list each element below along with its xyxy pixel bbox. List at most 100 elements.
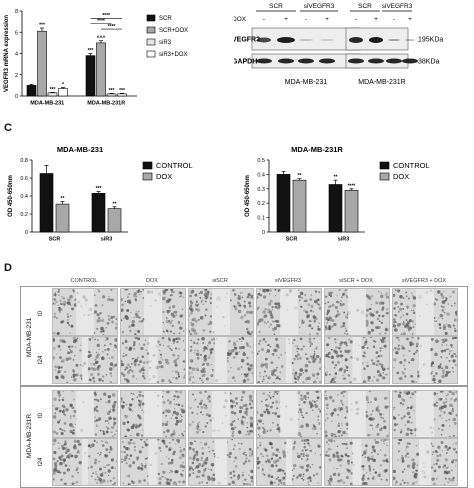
cell-dot (240, 398, 243, 402)
cell-dot (158, 477, 162, 481)
cell-dot (160, 450, 162, 452)
cell-dot (68, 348, 71, 351)
cell-dot (137, 329, 140, 332)
cell-dot (336, 360, 340, 364)
cell-dot (108, 417, 112, 421)
cell-dot (261, 348, 264, 351)
cell-dot (302, 479, 305, 481)
cell-dot (103, 466, 105, 468)
cell-dot (105, 430, 109, 434)
cell-dot (167, 409, 171, 414)
cell-dot (61, 410, 65, 414)
significance-label: *** (119, 88, 125, 94)
cell-dot (178, 456, 182, 460)
cell-dot (345, 329, 348, 332)
time-label: t24 (38, 355, 44, 364)
cell-dot (332, 472, 337, 477)
cell-dot (100, 398, 102, 401)
cell-dot (282, 454, 287, 458)
cell-dot (447, 470, 451, 474)
cell-dot (454, 442, 457, 445)
cell-dot (167, 461, 171, 465)
cell-dot (173, 311, 175, 313)
cell-dot (274, 337, 279, 341)
cell-dot (68, 465, 71, 468)
cell-dot (402, 398, 406, 402)
cell-dot (393, 367, 395, 369)
cell-dot (63, 444, 66, 447)
wb-size-label: 195KDa (418, 37, 443, 44)
cell-dot (398, 377, 401, 380)
time-label: t0 (38, 412, 44, 418)
cell-dot (394, 301, 398, 305)
cell-dot (96, 319, 100, 323)
cell-dot (310, 342, 314, 346)
cell-dot (440, 292, 444, 296)
cell-dot (329, 439, 333, 443)
cell-dot (179, 446, 181, 449)
cell-dot (140, 439, 143, 441)
cell-dot (158, 481, 162, 485)
cell-dot (386, 308, 389, 311)
cell-dot (325, 450, 328, 454)
cell-dot (197, 423, 199, 425)
cell-dot (361, 345, 365, 349)
cell-dot (345, 475, 349, 480)
cell-dot (284, 351, 287, 354)
cell-dot (71, 391, 74, 393)
cell-dot (241, 395, 244, 399)
cell-dot (300, 411, 303, 414)
cell-dot (115, 323, 117, 325)
cell-dot (181, 409, 185, 414)
cell-dot (178, 347, 180, 350)
cell-dot (66, 468, 70, 472)
cell-dot (175, 416, 179, 420)
cell-dot (103, 344, 106, 347)
cell-dot (134, 425, 138, 429)
cell-dot (365, 471, 368, 474)
cell-dot (115, 430, 117, 432)
cell-dot (305, 357, 309, 361)
cell-dot (262, 363, 265, 367)
wb-row-label: VEGFR3 (234, 37, 260, 44)
cell-dot (445, 466, 448, 470)
cell-dot (190, 349, 193, 352)
cell-dot (314, 290, 318, 293)
cell-dot (325, 434, 328, 437)
cell-dot (335, 451, 339, 455)
cell-dot (328, 458, 332, 462)
cell-dot (386, 397, 389, 399)
cell-dot (248, 364, 251, 367)
cell-dot (271, 372, 275, 376)
cell-dot (182, 296, 185, 298)
cell-dot (53, 298, 56, 301)
cell-dot (405, 432, 409, 436)
cell-dot (416, 349, 419, 352)
cell-dot (313, 320, 316, 323)
cell-dot (63, 471, 66, 475)
cell-dot (158, 349, 161, 352)
cell-dot (115, 318, 117, 321)
cell-dot (183, 368, 185, 371)
cell-dot (162, 310, 165, 314)
cell-dot (63, 442, 67, 446)
cell-dot (208, 395, 211, 398)
cell-dot (202, 367, 206, 371)
cell-dot (70, 431, 73, 434)
legend-label: DOX (156, 172, 172, 181)
cell-dot (200, 301, 203, 303)
bar (85, 55, 96, 97)
cell-dot (264, 411, 267, 414)
cell-dot (261, 380, 264, 383)
cell-dot (204, 309, 207, 311)
cell-dot (208, 446, 210, 449)
cell-dot (240, 366, 243, 368)
cell-dot (440, 441, 444, 445)
cell-dot (342, 395, 345, 398)
cell-dot (455, 310, 457, 315)
cell-dot (262, 430, 265, 433)
cell-dot (163, 442, 166, 445)
cell-dot (76, 467, 79, 470)
bar (292, 179, 307, 233)
scratch-gap (416, 289, 434, 335)
